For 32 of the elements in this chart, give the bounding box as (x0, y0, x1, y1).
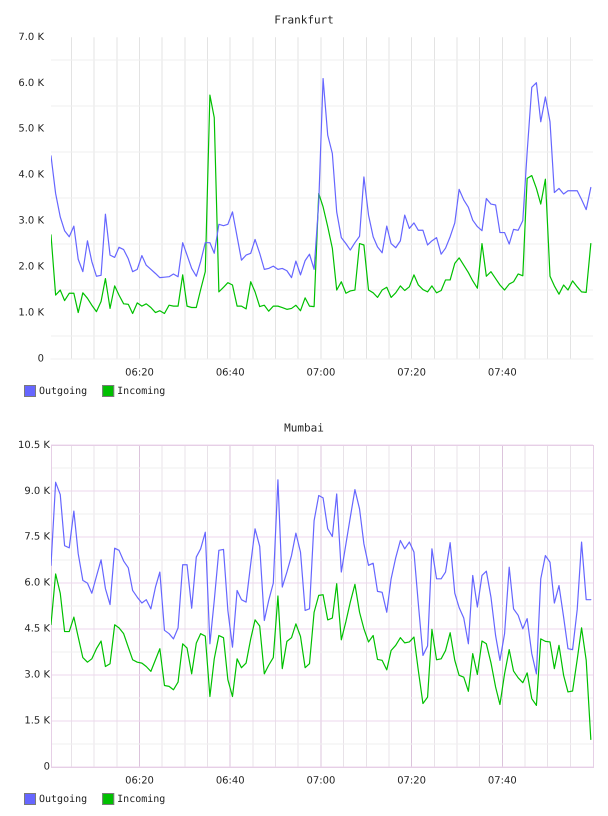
x-tick-label: 06:40 (216, 776, 245, 787)
x-tick-label: 07:40 (488, 368, 517, 379)
legend-label: Outgoing (39, 794, 88, 806)
y-tick-label: 6.0 K (24, 578, 50, 589)
legend-label: Incoming (117, 794, 166, 806)
y-tick-label: 2.0 K (18, 262, 44, 273)
y-tick-label: 3.0 K (18, 216, 44, 227)
y-tick-label: 10.5 K (18, 440, 50, 451)
chart-title: Frankfurt (274, 13, 334, 26)
y-tick-label: 3.0 K (24, 670, 50, 681)
y-tick-label: 9.0 K (24, 486, 50, 497)
x-tick-label: 06:20 (125, 368, 154, 379)
x-tick-label: 06:20 (125, 776, 154, 787)
x-tick-label: 07:00 (306, 776, 336, 787)
y-tick-label: 0 (44, 762, 50, 773)
x-tick-label: 07:40 (488, 776, 517, 787)
x-tick-label: 06:40 (216, 368, 245, 379)
y-tick-label: 4.0 K (18, 170, 44, 181)
legend-label: Incoming (117, 386, 166, 398)
y-tick-label: 0 (38, 354, 44, 365)
y-tick-label: 7.0 K (18, 32, 44, 43)
y-tick-label: 4.5 K (24, 624, 50, 635)
chart-title: Mumbai (284, 421, 324, 434)
y-tick-label: 6.0 K (18, 78, 44, 89)
y-tick-label: 1.0 K (18, 308, 44, 319)
x-tick-label: 07:20 (397, 776, 426, 787)
y-tick-label: 7.5 K (24, 532, 50, 543)
y-tick-label: 1.5 K (24, 716, 50, 727)
x-tick-label: 07:20 (397, 368, 426, 379)
y-tick-label: 5.0 K (18, 124, 44, 135)
x-tick-label: 07:00 (306, 368, 336, 379)
legend-label: Outgoing (39, 386, 88, 398)
